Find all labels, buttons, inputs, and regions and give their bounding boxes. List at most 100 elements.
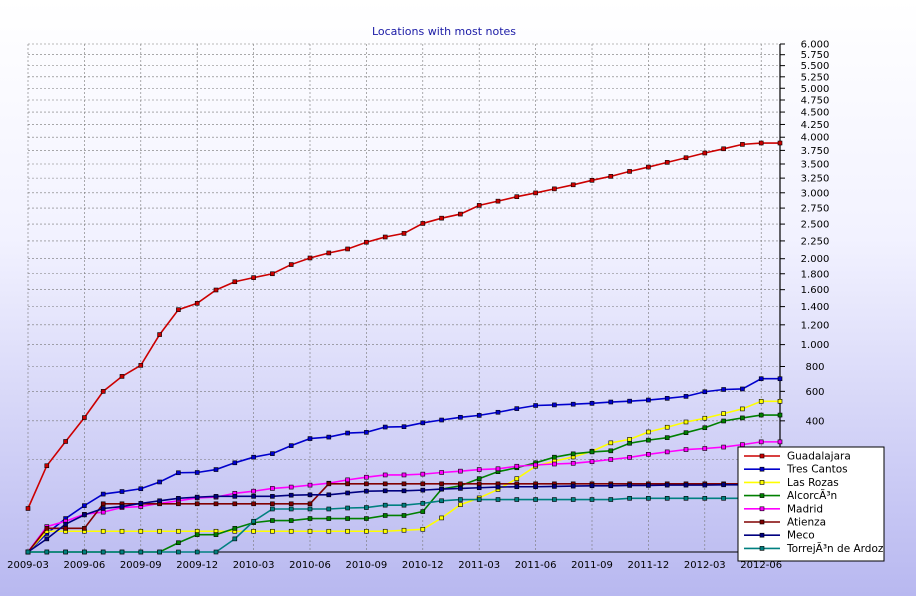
data-point: [232, 460, 238, 466]
data-point: [213, 287, 219, 293]
data-point: [270, 486, 275, 491]
data-point: [194, 301, 200, 306]
data-point: [326, 250, 332, 256]
data-point: [364, 481, 369, 487]
data-point: [270, 506, 275, 512]
data-point: [194, 549, 200, 555]
data-point: [495, 198, 501, 204]
data-point: [439, 486, 444, 492]
data-point: [119, 489, 125, 494]
y-tick-label: 1.800: [801, 269, 830, 280]
x-tick-label: 2011-03: [458, 560, 500, 571]
y-tick-label: 5.250: [801, 72, 830, 83]
legend-swatch-marker: [759, 506, 765, 512]
data-point: [307, 516, 313, 521]
data-point: [420, 526, 426, 532]
data-point: [627, 483, 632, 488]
legend-swatch-marker: [759, 480, 765, 485]
data-point: [82, 549, 87, 555]
data-point: [213, 549, 219, 555]
y-tick-label: 3.500: [801, 160, 830, 171]
data-point: [420, 481, 426, 487]
legend-label: Tres Cantos: [786, 464, 848, 476]
legend-label: Guadalajara: [787, 451, 851, 463]
data-point: [702, 150, 708, 156]
data-point: [100, 549, 106, 555]
data-point: [589, 497, 595, 502]
data-point: [364, 516, 369, 521]
data-point: [176, 540, 181, 546]
data-point: [270, 518, 275, 523]
data-point: [627, 398, 632, 404]
y-tick-label: 1.200: [801, 320, 830, 331]
legend-item: Tres Cantos: [744, 464, 848, 476]
data-point: [458, 497, 463, 502]
legend-swatch-marker: [759, 546, 765, 551]
x-tick-label: 2010-03: [233, 560, 275, 571]
data-point: [157, 479, 162, 485]
data-point: [608, 440, 614, 446]
data-point: [288, 262, 294, 267]
data-point: [740, 415, 745, 421]
data-point: [401, 481, 407, 487]
data-point: [138, 549, 144, 555]
x-tick-label: 2009-09: [120, 560, 162, 571]
data-point: [476, 413, 482, 418]
legend-item: TorrejÃ³n de Ardoz: [744, 542, 884, 555]
data-point: [176, 549, 181, 555]
data-point: [458, 211, 463, 217]
data-point: [63, 526, 68, 531]
data-point: [646, 164, 651, 170]
data-point: [420, 501, 426, 506]
x-tick-label: 2010-12: [402, 560, 444, 571]
data-point: [646, 483, 651, 488]
data-point: [458, 468, 463, 474]
data-point: [100, 491, 106, 497]
data-point: [82, 512, 87, 518]
data-point: [721, 482, 726, 488]
y-tick-label: 1.600: [801, 285, 830, 296]
data-point: [758, 140, 764, 146]
data-point: [119, 549, 125, 555]
x-tick-label: 2011-06: [515, 560, 557, 571]
data-point: [514, 476, 520, 481]
legend-item: Las Rozas: [744, 477, 839, 489]
data-point: [326, 506, 332, 512]
data-point: [326, 481, 332, 487]
data-point: [63, 439, 68, 444]
data-point: [495, 409, 501, 415]
data-point: [382, 424, 388, 430]
legend-label: Meco: [787, 530, 815, 542]
data-point: [138, 501, 144, 506]
data-point: [514, 484, 520, 490]
data-point: [702, 389, 708, 395]
data-point: [533, 403, 538, 408]
data-point: [420, 221, 426, 226]
data-point: [458, 502, 463, 508]
data-point: [270, 494, 275, 499]
data-point: [345, 490, 350, 496]
data-point: [721, 418, 726, 424]
series-0: [25, 140, 783, 511]
series-1: [25, 376, 783, 555]
data-point: [721, 146, 726, 152]
data-point: [307, 482, 313, 488]
data-point: [345, 430, 350, 436]
data-point: [533, 484, 538, 490]
data-point: [439, 498, 444, 504]
data-point: [702, 425, 708, 431]
data-point: [458, 486, 463, 491]
data-point: [514, 463, 520, 469]
data-point: [364, 528, 369, 534]
data-point: [288, 484, 294, 490]
data-point: [119, 504, 125, 509]
data-point: [533, 462, 538, 468]
data-point: [458, 414, 463, 420]
data-point: [364, 488, 369, 494]
data-point: [495, 466, 501, 472]
y-tick-label: 2.250: [801, 236, 830, 247]
y-tick-label: 4.250: [801, 120, 830, 131]
data-point: [683, 419, 689, 425]
data-point: [627, 169, 632, 174]
